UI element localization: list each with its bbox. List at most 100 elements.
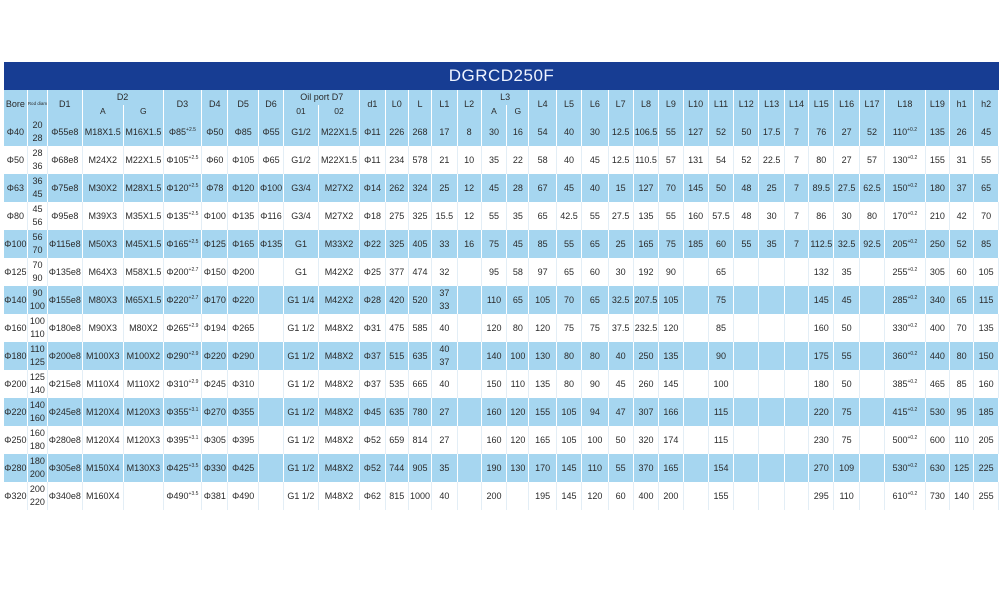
cell-L2 <box>457 426 482 454</box>
cell-D5: Φ200 <box>227 258 259 286</box>
cell-L3A: 30 <box>481 118 508 146</box>
cell-L5: 105 <box>556 426 583 454</box>
cell-L9: 90 <box>658 258 684 286</box>
cell-h1: 60 <box>949 258 975 286</box>
tolerance-mark: +3.5 <box>188 462 199 469</box>
col-oil-02: 02 <box>318 105 361 118</box>
col-L4: L4 <box>528 90 557 118</box>
cell-D3: Φ135+2.5 <box>163 202 203 230</box>
tolerance-mark: +0.2 <box>907 322 918 329</box>
cell-L4: 67 <box>528 174 557 202</box>
cell-L16: 75 <box>833 398 860 426</box>
cell-L3A: 160 <box>481 426 508 454</box>
cell-L17 <box>859 426 886 454</box>
cell-O2: M48X2 <box>318 482 361 510</box>
cell-bore: Φ160 <box>4 314 28 342</box>
col-D2-G: G <box>123 105 164 118</box>
cell-L16: 110 <box>833 482 860 510</box>
cell-L14 <box>784 398 810 426</box>
cell-D5: Φ425 <box>227 454 259 482</box>
cell-D2G: M80X2 <box>123 314 164 342</box>
cell-d1: Φ62 <box>359 482 386 510</box>
cell-rod: 36 45 <box>27 174 49 202</box>
cell-rod: 160 180 <box>27 426 49 454</box>
cell-bore: Φ140 <box>4 286 28 314</box>
cell-L6: 60 <box>581 258 609 286</box>
cell-L5: 80 <box>556 342 583 370</box>
cell-bore: Φ320 <box>4 482 28 510</box>
cell-O1: G3/4 <box>283 174 319 202</box>
cell-L: 1000 <box>408 482 433 510</box>
cell-h1: 125 <box>949 454 975 482</box>
col-D2-A: A <box>82 105 125 118</box>
cell-L3A: 200 <box>481 482 508 510</box>
cell-L2: 12 <box>457 174 482 202</box>
cell-L15: 80 <box>808 146 835 174</box>
cell-D1: Φ95e8 <box>47 202 83 230</box>
cell-L6: 30 <box>581 118 609 146</box>
cell-D6: Φ65 <box>258 146 285 174</box>
cell-L17 <box>859 370 886 398</box>
cell-L14: 7 <box>784 118 810 146</box>
cell-L14 <box>784 482 810 510</box>
cell-L12: 55 <box>733 230 760 258</box>
col-h1: h1 <box>949 90 975 118</box>
cell-D5: Φ310 <box>227 370 259 398</box>
cell-L2 <box>457 258 482 286</box>
cell-L13 <box>758 314 785 342</box>
cell-L9: 165 <box>658 454 684 482</box>
cell-L14: 7 <box>784 146 810 174</box>
cell-bore: Φ250 <box>4 426 28 454</box>
cell-L11: 90 <box>708 342 735 370</box>
cell-L3G <box>506 482 530 510</box>
cell-L3A: 150 <box>481 370 508 398</box>
cell-bore: Φ280 <box>4 454 28 482</box>
cell-L12 <box>733 482 760 510</box>
cell-L19: 730 <box>925 482 951 510</box>
cell-L11: 154 <box>708 454 735 482</box>
cell-O2: M42X2 <box>318 286 361 314</box>
cell-L8: 260 <box>633 370 660 398</box>
cell-L9: 105 <box>658 286 684 314</box>
cell-rod: 56 70 <box>27 230 49 258</box>
cell-L1: 27 <box>431 398 458 426</box>
cell-L15: 160 <box>808 314 835 342</box>
cell-D4: Φ270 <box>201 398 229 426</box>
tolerance-mark: +2.5 <box>186 126 196 133</box>
cell-D5: Φ135 <box>227 202 259 230</box>
cell-L14 <box>784 426 810 454</box>
cell-L13 <box>758 426 785 454</box>
cell-L5: 80 <box>556 370 583 398</box>
cell-L2: 12 <box>457 202 482 230</box>
cell-D2A: M120X4 <box>82 398 125 426</box>
cell-L11: 115 <box>708 426 735 454</box>
col-oil-01: 01 <box>283 105 319 118</box>
col-D2: D2 <box>82 90 164 105</box>
cell-L11: 57.5 <box>708 202 735 230</box>
table-row: Φ125 70 90 Φ135e8 M64X3 M58X1.5 Φ200+2.7 Φ150 Φ2… <box>4 258 999 286</box>
cell-L: 585 <box>408 314 433 342</box>
cell-L11: 65 <box>708 258 735 286</box>
cell-L3G: 80 <box>506 314 530 342</box>
cell-L4: 135 <box>528 370 557 398</box>
cell-L18: 285+0.2 <box>884 286 926 314</box>
cell-O2: M42X2 <box>318 258 361 286</box>
cell-L17 <box>859 258 886 286</box>
cell-D5: Φ290 <box>227 342 259 370</box>
cell-L1: 40 <box>431 314 458 342</box>
cell-L13 <box>758 258 785 286</box>
cell-L13 <box>758 286 785 314</box>
cell-L7: 40 <box>608 342 634 370</box>
cell-L16: 75 <box>833 426 860 454</box>
table-row: Φ250 160 180 Φ280e8 M120X4 M120X3 Φ395+3.1 Φ305… <box>4 426 999 454</box>
cell-L4: 195 <box>528 482 557 510</box>
cell-h1: 52 <box>949 230 975 258</box>
col-L6: L6 <box>581 90 609 118</box>
cell-L4: 65 <box>528 202 557 230</box>
cell-L15: 295 <box>808 482 835 510</box>
cell-h2: 225 <box>973 454 999 482</box>
cell-D2A: M80X3 <box>82 286 125 314</box>
cell-L17: 80 <box>859 202 886 230</box>
cell-L18: 385+0.2 <box>884 370 926 398</box>
cell-L8: 250 <box>633 342 660 370</box>
